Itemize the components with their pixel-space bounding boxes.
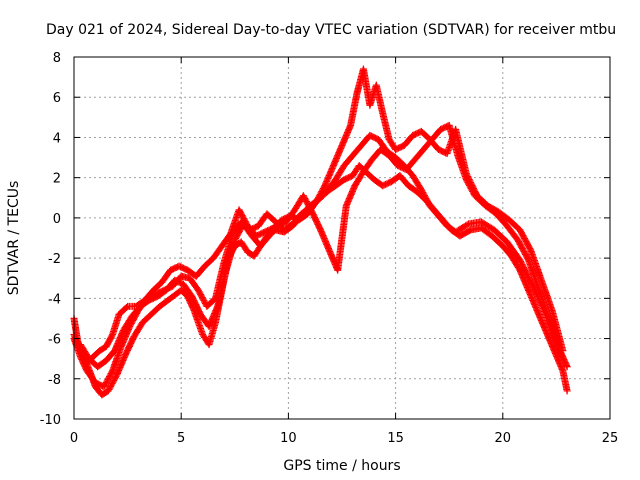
series-track-d — [76, 121, 565, 371]
y-axis-label: SDTVAR / TECUs — [6, 181, 22, 296]
data-point — [557, 351, 565, 359]
y-tick-label: -4 — [48, 292, 61, 307]
axis-ticks — [73, 56, 611, 420]
x-tick-label: 5 — [177, 431, 185, 446]
plot-frame — [73, 56, 611, 420]
y-tick-label: -10 — [40, 413, 61, 428]
x-tick-label: 15 — [387, 431, 404, 446]
y-tick-label: 8 — [53, 51, 61, 66]
y-tick-label: 4 — [53, 131, 61, 146]
x-tick-label: 25 — [602, 431, 619, 446]
y-tick-label: -8 — [48, 373, 61, 388]
data-points — [70, 65, 571, 399]
x-tick-label: 20 — [495, 431, 512, 446]
y-tick-label: 0 — [53, 212, 61, 227]
x-tick-labels: 0 5 10 15 20 25 — [70, 431, 618, 446]
series-track-b — [70, 131, 571, 391]
y-tick-label: -6 — [48, 333, 61, 348]
data-point — [463, 221, 471, 229]
y-tick-labels: -10 -8 -6 -4 -2 0 2 4 6 8 — [40, 51, 61, 428]
x-axis-label: GPS time / hours — [283, 458, 400, 474]
data-point — [563, 387, 571, 395]
chart-title: Day 021 of 2024, Sidereal Day-to-day VTE… — [46, 22, 616, 38]
data-point — [563, 363, 571, 371]
y-tick-label: 2 — [53, 172, 61, 187]
y-tick-label: -2 — [48, 252, 61, 267]
x-tick-label: 10 — [280, 431, 297, 446]
x-tick-label: 0 — [70, 431, 78, 446]
y-tick-label: 6 — [53, 91, 61, 106]
